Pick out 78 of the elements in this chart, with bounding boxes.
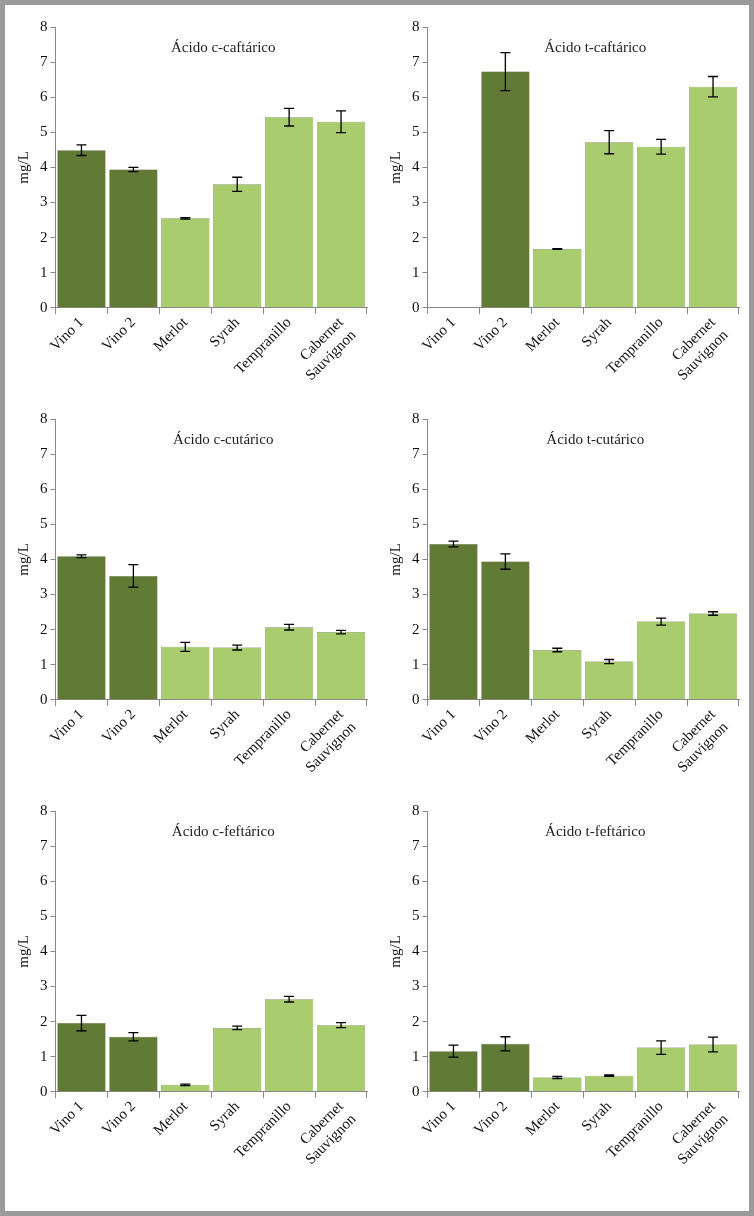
y-axis-title: mg/L xyxy=(386,543,403,576)
y-tick-label: 2 xyxy=(412,620,420,637)
x-tick-label: Vino 1 xyxy=(418,313,459,354)
y-tick-label: 2 xyxy=(412,228,420,245)
y-tick-label: 6 xyxy=(40,88,48,105)
x-tick-label: Vino 1 xyxy=(46,1097,87,1138)
y-tick-label: 3 xyxy=(412,193,420,210)
y-axis-title: mg/L xyxy=(386,935,403,968)
y-tick-label: 3 xyxy=(40,977,48,994)
y-tick-label: 8 xyxy=(40,17,48,34)
y-tick-label: 0 xyxy=(412,690,420,707)
text: Ácido t-feftárico xyxy=(545,823,646,839)
y-tick-label: 4 xyxy=(412,158,420,175)
y-tick-label: 1 xyxy=(412,263,420,280)
y-tick-label: 1 xyxy=(40,1047,48,1064)
y-tick-label: 4 xyxy=(40,942,48,959)
x-tick-label: Vino 1 xyxy=(418,1097,459,1138)
y-tick-label: 7 xyxy=(412,445,420,462)
text: Ácido t-cutárico xyxy=(546,431,645,447)
y-tick-label: 3 xyxy=(412,585,420,602)
x-tick-label: Vino 2 xyxy=(98,1097,139,1138)
y-tick-label: 4 xyxy=(412,550,420,567)
text: Ácido c-cutárico xyxy=(173,431,274,447)
text: Ácido c-feftárico xyxy=(171,823,275,839)
y-tick-label: 3 xyxy=(412,977,420,994)
y-tick-label: 6 xyxy=(40,480,48,497)
y-tick-label: 6 xyxy=(412,88,420,105)
y-tick-label: 5 xyxy=(412,123,420,140)
y-tick-label: 1 xyxy=(40,655,48,672)
y-tick-label: 2 xyxy=(412,1012,420,1029)
y-tick-label: 7 xyxy=(412,837,420,854)
x-tick-label: Vino 1 xyxy=(418,705,459,746)
y-tick-label: 6 xyxy=(412,480,420,497)
x-tick-label: Vino 2 xyxy=(98,313,139,354)
y-tick-label: 4 xyxy=(40,158,48,175)
text: Ácido t-caftárico xyxy=(544,39,647,55)
y-tick-label: 8 xyxy=(40,801,48,818)
y-tick-label: 4 xyxy=(412,942,420,959)
y-tick-label: 5 xyxy=(40,123,48,140)
y-tick-label: 7 xyxy=(40,53,48,70)
y-tick-label: 3 xyxy=(40,193,48,210)
y-tick-label: 0 xyxy=(412,298,420,315)
y-tick-label: 7 xyxy=(40,445,48,462)
x-tick-label: Vino 2 xyxy=(470,1097,511,1138)
y-axis-title: mg/L xyxy=(386,151,403,184)
x-tick-label: Vino 2 xyxy=(470,705,511,746)
y-tick-label: 1 xyxy=(412,655,420,672)
y-tick-label: 5 xyxy=(412,515,420,532)
y-tick-label: 8 xyxy=(40,409,48,426)
y-tick-label: 0 xyxy=(40,1082,48,1099)
y-tick-label: 8 xyxy=(412,409,420,426)
y-tick-label: 5 xyxy=(40,907,48,924)
y-tick-label: 0 xyxy=(40,298,48,315)
y-tick-label: 2 xyxy=(40,620,48,637)
y-tick-label: 5 xyxy=(40,515,48,532)
y-axis-title: mg/L xyxy=(14,543,31,576)
y-tick-label: 5 xyxy=(412,907,420,924)
y-tick-label: 4 xyxy=(40,550,48,567)
x-tick-label: Vino 1 xyxy=(46,705,87,746)
y-tick-label: 1 xyxy=(40,263,48,280)
y-tick-label: 0 xyxy=(40,690,48,707)
y-tick-label: 0 xyxy=(412,1082,420,1099)
y-tick-label: 1 xyxy=(412,1047,420,1064)
y-tick-label: 8 xyxy=(412,17,420,34)
y-axis-title: mg/L xyxy=(14,935,31,968)
x-tick-label: Vino 2 xyxy=(98,705,139,746)
y-tick-label: 7 xyxy=(40,837,48,854)
y-tick-label: 6 xyxy=(412,872,420,889)
y-axis-title: mg/L xyxy=(14,151,31,184)
y-tick-label: 2 xyxy=(40,1012,48,1029)
y-tick-label: 7 xyxy=(412,53,420,70)
y-tick-label: 8 xyxy=(412,801,420,818)
y-tick-label: 6 xyxy=(40,872,48,889)
text: Ácido c-caftárico xyxy=(170,39,276,55)
y-tick-label: 3 xyxy=(40,585,48,602)
x-tick-label: Vino 2 xyxy=(470,313,511,354)
y-tick-label: 2 xyxy=(40,228,48,245)
x-tick-label: Vino 1 xyxy=(46,313,87,354)
